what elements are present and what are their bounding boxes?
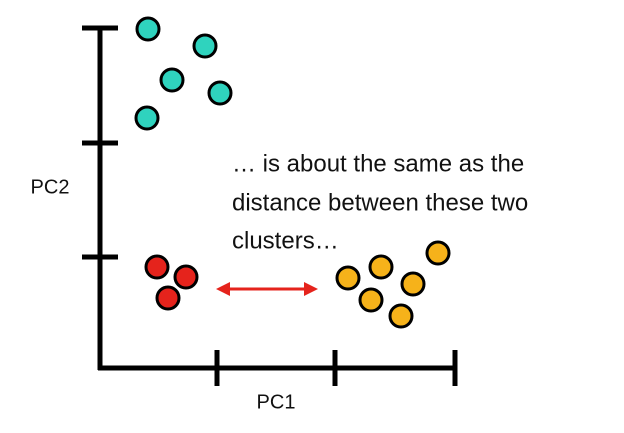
point	[207, 80, 233, 106]
annotation: … is about the same as the distance betw…	[232, 150, 528, 254]
arrow-head	[216, 282, 230, 296]
point	[173, 264, 199, 290]
point	[335, 265, 361, 291]
red-cluster	[144, 254, 199, 311]
point	[400, 271, 426, 297]
point	[134, 105, 160, 131]
x-axis-label: PC1	[257, 391, 296, 413]
point	[388, 303, 414, 329]
point	[159, 67, 185, 93]
point	[144, 254, 170, 280]
point	[358, 287, 384, 313]
point	[192, 33, 218, 59]
orange-cluster	[335, 240, 451, 329]
point	[135, 16, 161, 42]
distance-arrow	[216, 282, 318, 296]
annotation-line: … is about the same as the	[232, 150, 524, 177]
arrow-head	[304, 282, 318, 296]
axes	[82, 25, 458, 386]
point	[368, 254, 394, 280]
y-axis-label: PC2	[31, 176, 70, 198]
point	[155, 285, 181, 311]
annotation-line: clusters…	[232, 227, 339, 254]
point	[425, 240, 451, 266]
annotation-line: distance between these two	[232, 189, 528, 216]
teal-cluster	[134, 16, 233, 131]
